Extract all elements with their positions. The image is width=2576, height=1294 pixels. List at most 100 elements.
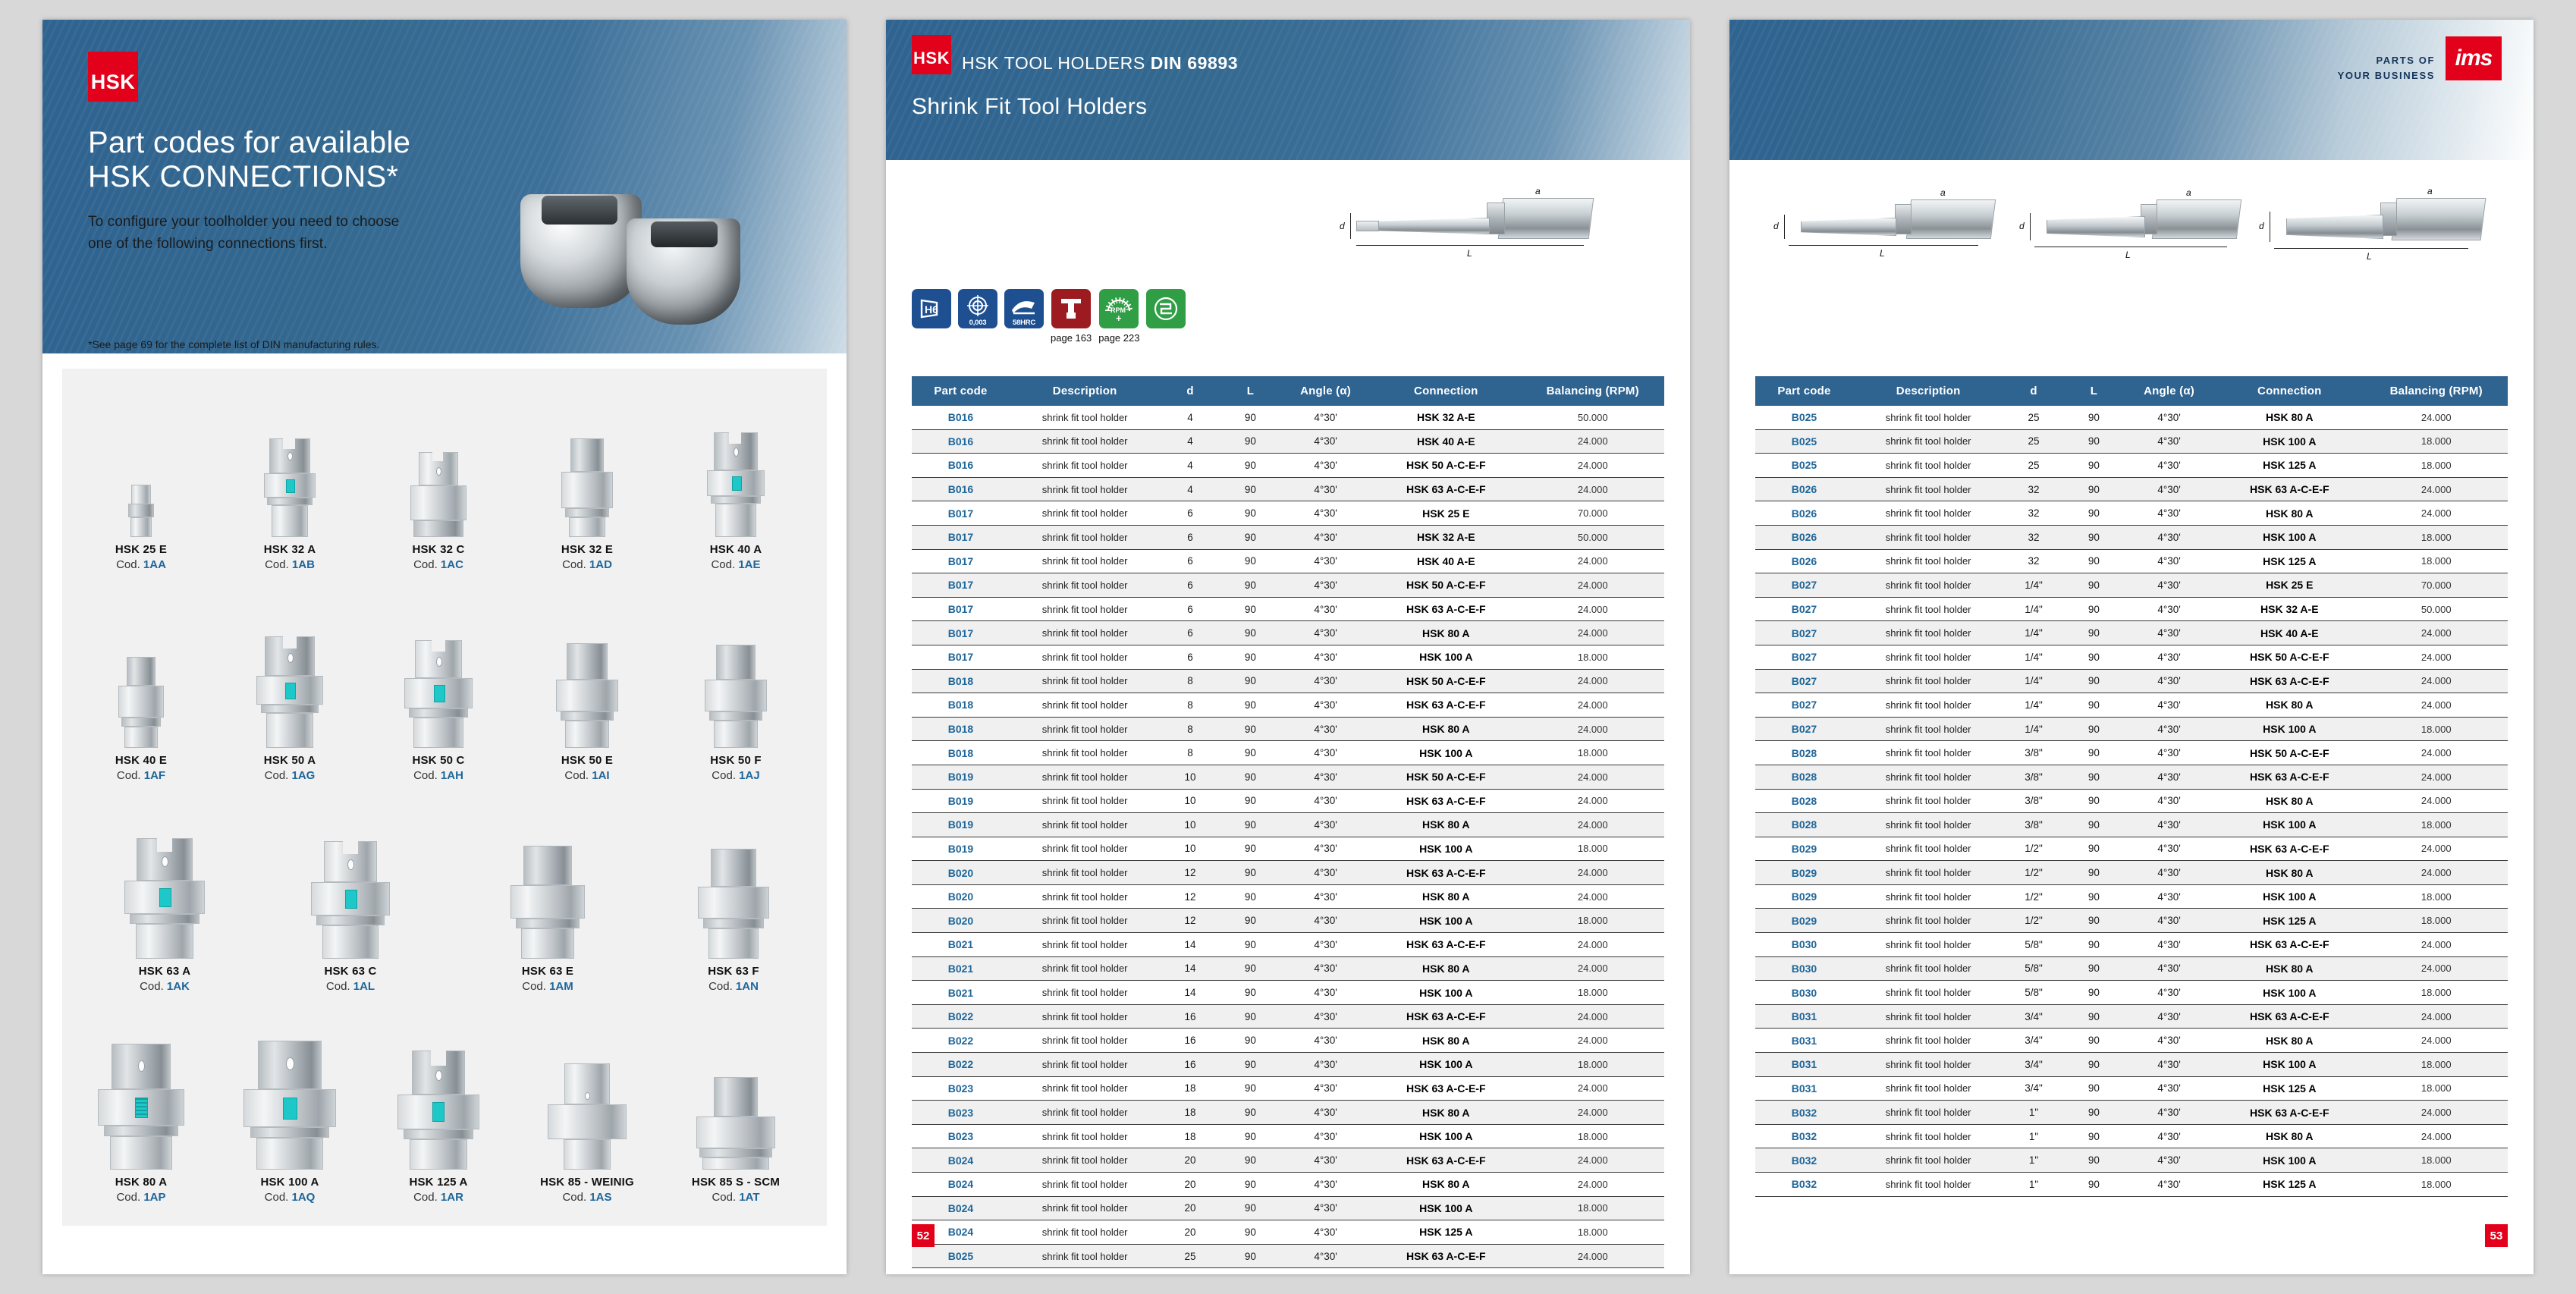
connection-cell[interactable]: HSK 100 A Cod. 1AQ [214,1018,366,1204]
table-row[interactable]: B018 shrink fit tool holder 8 90 4°30' HSK 50… [912,669,1664,694]
table-row[interactable]: B026 shrink fit tool holder 32 90 4°30' HSK 8… [1755,501,2508,526]
connection-cell[interactable]: HSK 85 - WEINIG Cod. 1AS [511,1018,663,1204]
table-row[interactable]: B024 shrink fit tool holder 20 90 4°30' HSK 8… [912,1172,1664,1197]
table-row[interactable]: B016 shrink fit tool holder 4 90 4°30' HSK 40… [912,429,1664,454]
table-row[interactable]: B017 shrink fit tool holder 6 90 4°30' HSK 63… [912,597,1664,622]
icon-balancing[interactable]: RPM + page 223 [1098,289,1139,344]
connection-cell[interactable]: HSK 32 E Cod. 1AD [511,385,663,571]
table-row[interactable]: B017 shrink fit tool holder 6 90 4°30' HSK 25… [912,501,1664,526]
table-row[interactable]: B026 shrink fit tool holder 32 90 4°30' HSK 6… [1755,477,2508,502]
table-row[interactable]: B017 shrink fit tool holder 6 90 4°30' HSK 40… [912,549,1664,574]
table-row[interactable]: B029 shrink fit tool holder 1/2" 90 4°30' HSK… [1755,860,2508,885]
connection-cell[interactable]: HSK 40 E Cod. 1AF [65,596,217,782]
table-row[interactable]: B023 shrink fit tool holder 18 90 4°30' HSK 1… [912,1124,1664,1149]
table-row[interactable]: B029 shrink fit tool holder 1/2" 90 4°30' HSK… [1755,908,2508,934]
icon-torque[interactable]: page 163 [1051,289,1092,344]
table-row[interactable]: B020 shrink fit tool holder 12 90 4°30' HSK 1… [912,908,1664,934]
table-row[interactable]: B018 shrink fit tool holder 8 90 4°30' HSK 80… [912,717,1664,742]
table-row[interactable]: B019 shrink fit tool holder 10 90 4°30' HSK 8… [912,812,1664,837]
table-row[interactable]: B030 shrink fit tool holder 5/8" 90 4°30' HSK… [1755,932,2508,957]
table-row[interactable]: B028 shrink fit tool holder 3/8" 90 4°30' HSK… [1755,740,2508,765]
connection-cell[interactable]: HSK 25 E Cod. 1AA [65,385,217,571]
table-row[interactable]: B025 shrink fit tool holder 25 90 4°30' HSK 1… [1755,429,2508,454]
table-row[interactable]: B017 shrink fit tool holder 6 90 4°30' HSK 50… [912,573,1664,598]
cell-balancing: 24.000 [1521,597,1664,622]
table-row[interactable]: B017 shrink fit tool holder 6 90 4°30' HSK 10… [912,645,1664,670]
icon-coolant[interactable] [1146,289,1186,332]
table-row[interactable]: B027 shrink fit tool holder 1/4" 90 4°30' HSK… [1755,693,2508,718]
connection-cell[interactable]: HSK 32 C Cod. 1AC [363,385,514,571]
table-row[interactable]: B028 shrink fit tool holder 3/8" 90 4°30' HSK… [1755,765,2508,790]
table-row[interactable]: B022 shrink fit tool holder 16 90 4°30' HSK 8… [912,1028,1664,1054]
cod-label: Cod. [413,1191,438,1204]
table-row[interactable]: B031 shrink fit tool holder 3/4" 90 4°30' HSK… [1755,1076,2508,1101]
connection-cell[interactable]: HSK 125 A Cod. 1AR [363,1018,514,1204]
table-row[interactable]: B022 shrink fit tool holder 16 90 4°30' HSK 1… [912,1052,1664,1077]
table-row[interactable]: B027 shrink fit tool holder 1/4" 90 4°30' HSK… [1755,669,2508,694]
table-row[interactable]: B022 shrink fit tool holder 16 90 4°30' HSK 6… [912,1004,1664,1029]
cell-part-code: B018 [912,669,1010,694]
connection-cell[interactable]: HSK 50 F Cod. 1AJ [660,596,812,782]
table-row[interactable]: B019 shrink fit tool holder 10 90 4°30' HSK 6… [912,789,1664,814]
table-row[interactable]: B024 shrink fit tool holder 20 90 4°30' HSK 1… [912,1196,1664,1221]
icon-runout[interactable]: 0,003 [958,289,997,332]
connection-cell[interactable]: HSK 63 F Cod. 1AN [654,807,813,993]
connection-cell[interactable]: HSK 32 A Cod. 1AB [214,385,366,571]
table-row[interactable]: B021 shrink fit tool holder 14 90 4°30' HSK 1… [912,980,1664,1005]
table-row[interactable]: B030 shrink fit tool holder 5/8" 90 4°30' HSK… [1755,980,2508,1005]
table-row[interactable]: B029 shrink fit tool holder 1/2" 90 4°30' HSK… [1755,837,2508,862]
table-row[interactable]: B017 shrink fit tool holder 6 90 4°30' HSK 80… [912,620,1664,645]
table-row[interactable]: B025 shrink fit tool holder 25 90 4°30' HSK 8… [1755,406,2508,430]
table-row[interactable]: B027 shrink fit tool holder 1/4" 90 4°30' HSK… [1755,620,2508,645]
connection-cell[interactable]: HSK 80 A Cod. 1AP [65,1018,217,1204]
table-row[interactable]: B023 shrink fit tool holder 18 90 4°30' HSK 6… [912,1076,1664,1101]
table-row[interactable]: B023 shrink fit tool holder 18 90 4°30' HSK 8… [912,1100,1664,1125]
connection-cell[interactable]: HSK 63 A Cod. 1AK [77,807,252,993]
table-row[interactable]: B027 shrink fit tool holder 1/4" 90 4°30' HSK… [1755,597,2508,622]
table-row[interactable]: B018 shrink fit tool holder 8 90 4°30' HSK 63… [912,693,1664,718]
table-row[interactable]: B019 shrink fit tool holder 10 90 4°30' HSK 5… [912,765,1664,790]
table-row[interactable]: B031 shrink fit tool holder 3/4" 90 4°30' HSK… [1755,1004,2508,1029]
table-row[interactable]: B020 shrink fit tool holder 12 90 4°30' HSK 6… [912,860,1664,885]
icon-h6[interactable]: H6 [912,289,951,332]
table-row[interactable]: B026 shrink fit tool holder 32 90 4°30' HSK 1… [1755,525,2508,550]
table-row[interactable]: B027 shrink fit tool holder 1/4" 90 4°30' HSK… [1755,645,2508,670]
table-row[interactable]: B029 shrink fit tool holder 1/2" 90 4°30' HSK… [1755,884,2508,909]
table-row[interactable]: B021 shrink fit tool holder 14 90 4°30' HSK 8… [912,956,1664,981]
table-row[interactable]: B032 shrink fit tool holder 1" 90 4°30' HSK 1… [1755,1172,2508,1197]
table-row[interactable]: B027 shrink fit tool holder 1/4" 90 4°30' HSK… [1755,573,2508,598]
table-row[interactable]: B032 shrink fit tool holder 1" 90 4°30' HSK 1… [1755,1148,2508,1173]
cell-connection: HSK 100 A [1371,1052,1522,1077]
table-row[interactable]: B031 shrink fit tool holder 3/4" 90 4°30' HSK… [1755,1028,2508,1054]
table-row[interactable]: B030 shrink fit tool holder 5/8" 90 4°30' HSK… [1755,956,2508,981]
table-row[interactable]: B025 shrink fit tool holder 25 90 4°30' HSK 6… [912,1244,1664,1269]
table-row[interactable]: B024 shrink fit tool holder 20 90 4°30' HSK 6… [912,1148,1664,1173]
table-row[interactable]: B016 shrink fit tool holder 4 90 4°30' HSK 50… [912,453,1664,478]
table-row[interactable]: B026 shrink fit tool holder 32 90 4°30' HSK 1… [1755,549,2508,574]
connection-cell[interactable]: HSK 63 C Cod. 1AL [263,807,438,993]
connection-cell[interactable]: HSK 40 A Cod. 1AE [660,385,812,571]
table-row[interactable]: B027 shrink fit tool holder 1/4" 90 4°30' HSK… [1755,717,2508,742]
cod-value: 1AF [143,769,166,782]
connection-cell[interactable]: HSK 63 E Cod. 1AM [460,807,635,993]
table-row[interactable]: B019 shrink fit tool holder 10 90 4°30' HSK 1… [912,837,1664,862]
table-row[interactable]: B016 shrink fit tool holder 4 90 4°30' HSK 63… [912,477,1664,502]
icon-hardness[interactable]: 58HRC [1004,289,1044,332]
table-row[interactable]: B028 shrink fit tool holder 3/8" 90 4°30' HSK… [1755,812,2508,837]
table-row[interactable]: B025 shrink fit tool holder 25 90 4°30' HSK 1… [1755,453,2508,478]
cell-balancing: 24.000 [2364,1124,2508,1149]
table-row[interactable]: B018 shrink fit tool holder 8 90 4°30' HSK 10… [912,740,1664,765]
table-row[interactable]: B032 shrink fit tool holder 1" 90 4°30' HSK 8… [1755,1124,2508,1149]
connection-cell[interactable]: HSK 50 E Cod. 1AI [511,596,663,782]
connection-cell[interactable]: HSK 50 A Cod. 1AG [214,596,366,782]
table-row[interactable]: B031 shrink fit tool holder 3/4" 90 4°30' HSK… [1755,1052,2508,1077]
table-row[interactable]: B032 shrink fit tool holder 1" 90 4°30' HSK 6… [1755,1100,2508,1125]
table-row[interactable]: B016 shrink fit tool holder 4 90 4°30' HSK 32… [912,406,1664,430]
connection-cell[interactable]: HSK 85 S - SCM Cod. 1AT [660,1018,812,1204]
table-row[interactable]: B017 shrink fit tool holder 6 90 4°30' HSK 32… [912,525,1664,550]
table-row[interactable]: B020 shrink fit tool holder 12 90 4°30' HSK 8… [912,884,1664,909]
table-row[interactable]: B024 shrink fit tool holder 20 90 4°30' HSK 1… [912,1220,1664,1245]
table-row[interactable]: B028 shrink fit tool holder 3/8" 90 4°30' HSK… [1755,789,2508,814]
table-row[interactable]: B021 shrink fit tool holder 14 90 4°30' HSK 6… [912,932,1664,957]
connection-cell[interactable]: HSK 50 C Cod. 1AH [363,596,514,782]
